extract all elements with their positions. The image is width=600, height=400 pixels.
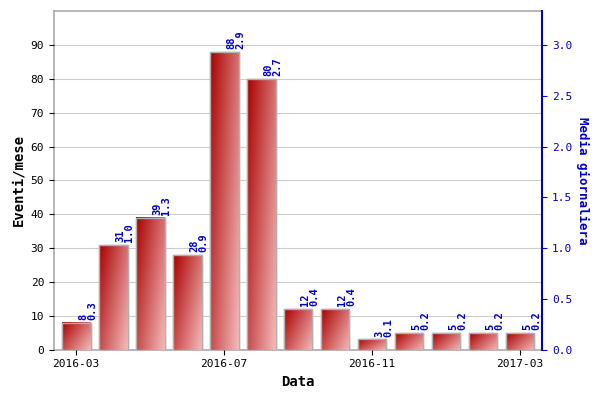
- Text: 1.0: 1.0: [124, 223, 134, 242]
- Text: 5: 5: [448, 324, 458, 330]
- Text: 12: 12: [300, 294, 310, 306]
- Bar: [136, 218, 164, 350]
- Text: 0.2: 0.2: [494, 311, 504, 330]
- Bar: [506, 333, 535, 350]
- Text: 0.2: 0.2: [531, 311, 541, 330]
- Text: 0.2: 0.2: [457, 311, 467, 330]
- Bar: [358, 340, 386, 350]
- Bar: [98, 245, 128, 350]
- Bar: [358, 340, 386, 350]
- Text: 2.7: 2.7: [272, 57, 282, 76]
- Text: 0.9: 0.9: [198, 233, 208, 252]
- Bar: [431, 333, 460, 350]
- Bar: [284, 309, 313, 350]
- Bar: [247, 79, 275, 350]
- Bar: [173, 255, 202, 350]
- Bar: [320, 309, 349, 350]
- Text: 0.4: 0.4: [346, 288, 356, 306]
- Bar: [431, 333, 460, 350]
- Text: 2.9: 2.9: [235, 30, 245, 49]
- Text: 31: 31: [115, 230, 125, 242]
- Text: 0.4: 0.4: [309, 288, 319, 306]
- Bar: [209, 52, 239, 350]
- Bar: [395, 333, 424, 350]
- Bar: [284, 309, 313, 350]
- Text: 8: 8: [78, 314, 88, 320]
- Y-axis label: Eventi/mese: Eventi/mese: [11, 134, 25, 226]
- Text: 39: 39: [152, 202, 162, 215]
- Bar: [98, 245, 128, 350]
- Text: 5: 5: [411, 324, 421, 330]
- Bar: [506, 333, 535, 350]
- Text: 88: 88: [226, 36, 236, 49]
- Bar: [320, 309, 349, 350]
- Bar: [469, 333, 497, 350]
- Text: 3: 3: [374, 330, 384, 337]
- X-axis label: Data: Data: [281, 375, 315, 389]
- Text: 12: 12: [337, 294, 347, 306]
- Bar: [136, 218, 164, 350]
- Bar: [62, 322, 91, 350]
- Text: 5: 5: [485, 324, 495, 330]
- Bar: [247, 79, 275, 350]
- Bar: [173, 255, 202, 350]
- Text: 80: 80: [263, 64, 273, 76]
- Text: 0.3: 0.3: [87, 301, 97, 320]
- Text: 28: 28: [189, 240, 199, 252]
- Y-axis label: Media giornaliera: Media giornaliera: [576, 117, 589, 244]
- Bar: [62, 322, 91, 350]
- Bar: [209, 52, 239, 350]
- Text: 5: 5: [522, 324, 532, 330]
- Text: 0.2: 0.2: [420, 311, 430, 330]
- Text: 1.3: 1.3: [161, 196, 171, 215]
- Bar: [469, 333, 497, 350]
- Bar: [395, 333, 424, 350]
- Text: 0.1: 0.1: [383, 318, 393, 337]
